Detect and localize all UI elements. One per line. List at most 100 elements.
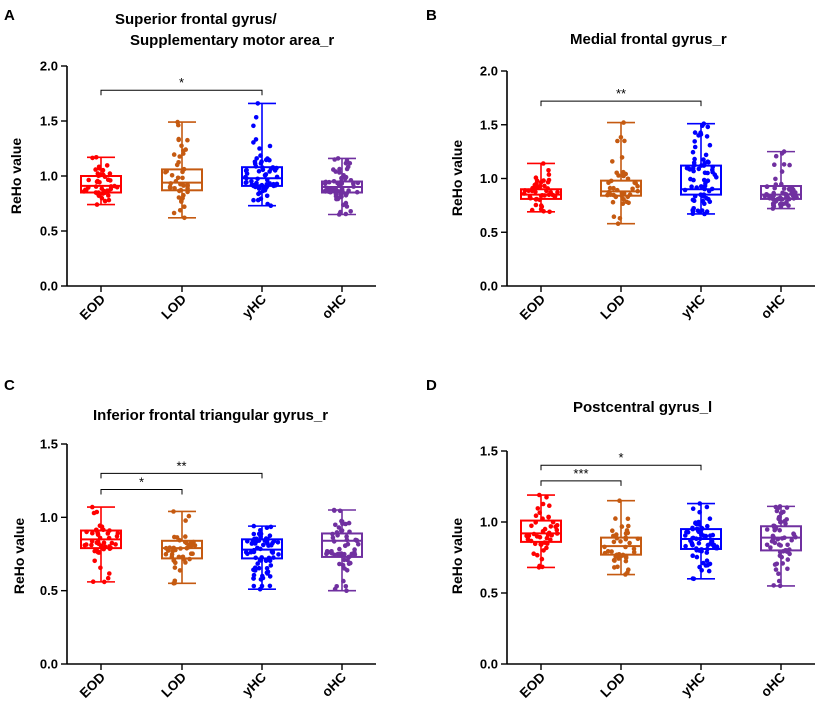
significance-bracket: *** (540, 466, 622, 486)
data-point (533, 513, 539, 518)
data-point (620, 201, 626, 206)
data-point (773, 199, 779, 204)
data-point (539, 556, 545, 562)
data-point (702, 201, 707, 206)
data-point (185, 189, 190, 195)
data-point (258, 558, 264, 563)
data-point (776, 515, 782, 520)
significance-label: ** (616, 86, 626, 101)
x-tick-label: yHC (239, 291, 269, 321)
data-point (611, 185, 616, 191)
data-point (773, 567, 779, 572)
data-point (341, 578, 346, 584)
x-tick-label: yHC (239, 669, 269, 699)
data-point (275, 540, 281, 545)
data-point (779, 536, 785, 541)
data-point (695, 520, 700, 525)
data-point (691, 160, 697, 166)
data-point (258, 153, 263, 158)
data-point (176, 554, 182, 560)
data-point (251, 531, 257, 537)
data-point (701, 163, 707, 168)
data-point (621, 120, 626, 125)
data-point (251, 523, 257, 529)
significance-bracket: ** (540, 86, 702, 107)
data-point (611, 214, 617, 219)
data-point (257, 190, 262, 196)
data-point (786, 186, 792, 192)
x-tick-label: EOD (517, 669, 548, 700)
data-point (341, 202, 346, 208)
data-point (702, 186, 707, 192)
data-point (345, 164, 351, 170)
data-point (540, 193, 545, 198)
x-tick-label: yHC (678, 291, 708, 321)
data-point (690, 209, 696, 214)
data-point (332, 157, 338, 162)
data-point (702, 170, 708, 176)
data-point (253, 115, 259, 120)
data-point (614, 170, 619, 176)
data-point (351, 184, 356, 189)
box-lod: LOD (597, 120, 642, 322)
data-point (96, 550, 102, 555)
data-point (112, 183, 117, 189)
panel-b: B Medial frontal gyrus_r ReHo value 0.00… (426, 7, 815, 323)
data-point (182, 539, 188, 545)
data-point (106, 197, 112, 203)
data-point (532, 182, 538, 188)
data-point (256, 565, 262, 571)
data-point (546, 168, 551, 173)
data-point (692, 194, 698, 199)
data-point (89, 542, 94, 548)
data-point (698, 130, 703, 135)
data-point (710, 532, 716, 538)
data-point (251, 140, 256, 145)
y-tick-label: 1.0 (480, 171, 498, 186)
data-point (706, 196, 711, 202)
data-point (692, 156, 697, 162)
data-point (267, 583, 273, 589)
data-point (779, 554, 784, 560)
data-point (269, 549, 275, 555)
data-point (701, 177, 707, 183)
data-point (555, 189, 560, 195)
significance-label: * (618, 450, 623, 465)
data-point (707, 142, 713, 148)
data-point (262, 186, 268, 192)
data-point (548, 189, 553, 195)
data-point (619, 193, 625, 199)
data-point (335, 196, 341, 202)
data-point (690, 576, 696, 581)
data-point (785, 557, 791, 562)
data-point (173, 179, 179, 184)
data-point (343, 193, 349, 198)
y-tick-label: 0.0 (40, 279, 58, 294)
data-point (258, 196, 264, 201)
data-point (692, 130, 698, 135)
data-point (531, 551, 536, 556)
data-point (776, 578, 782, 584)
data-point (177, 154, 182, 159)
data-point (339, 181, 345, 186)
data-point (771, 203, 776, 208)
data-point (163, 545, 169, 551)
data-point (172, 186, 177, 191)
data-point (254, 545, 260, 551)
data-point (90, 155, 95, 161)
data-point (345, 541, 351, 547)
bracket-line (540, 100, 702, 107)
data-point (532, 541, 538, 547)
data-point (552, 193, 558, 199)
data-point (344, 158, 350, 163)
data-point (100, 167, 106, 173)
box-lod: LOD (158, 119, 203, 322)
data-point (171, 210, 177, 216)
data-point (337, 546, 342, 552)
data-point (180, 169, 185, 175)
data-point (626, 200, 631, 206)
panel-a-title-line2: Supplementary motor area_r (130, 32, 334, 49)
data-point (355, 180, 361, 186)
data-point (178, 546, 183, 551)
data-point (772, 185, 777, 191)
